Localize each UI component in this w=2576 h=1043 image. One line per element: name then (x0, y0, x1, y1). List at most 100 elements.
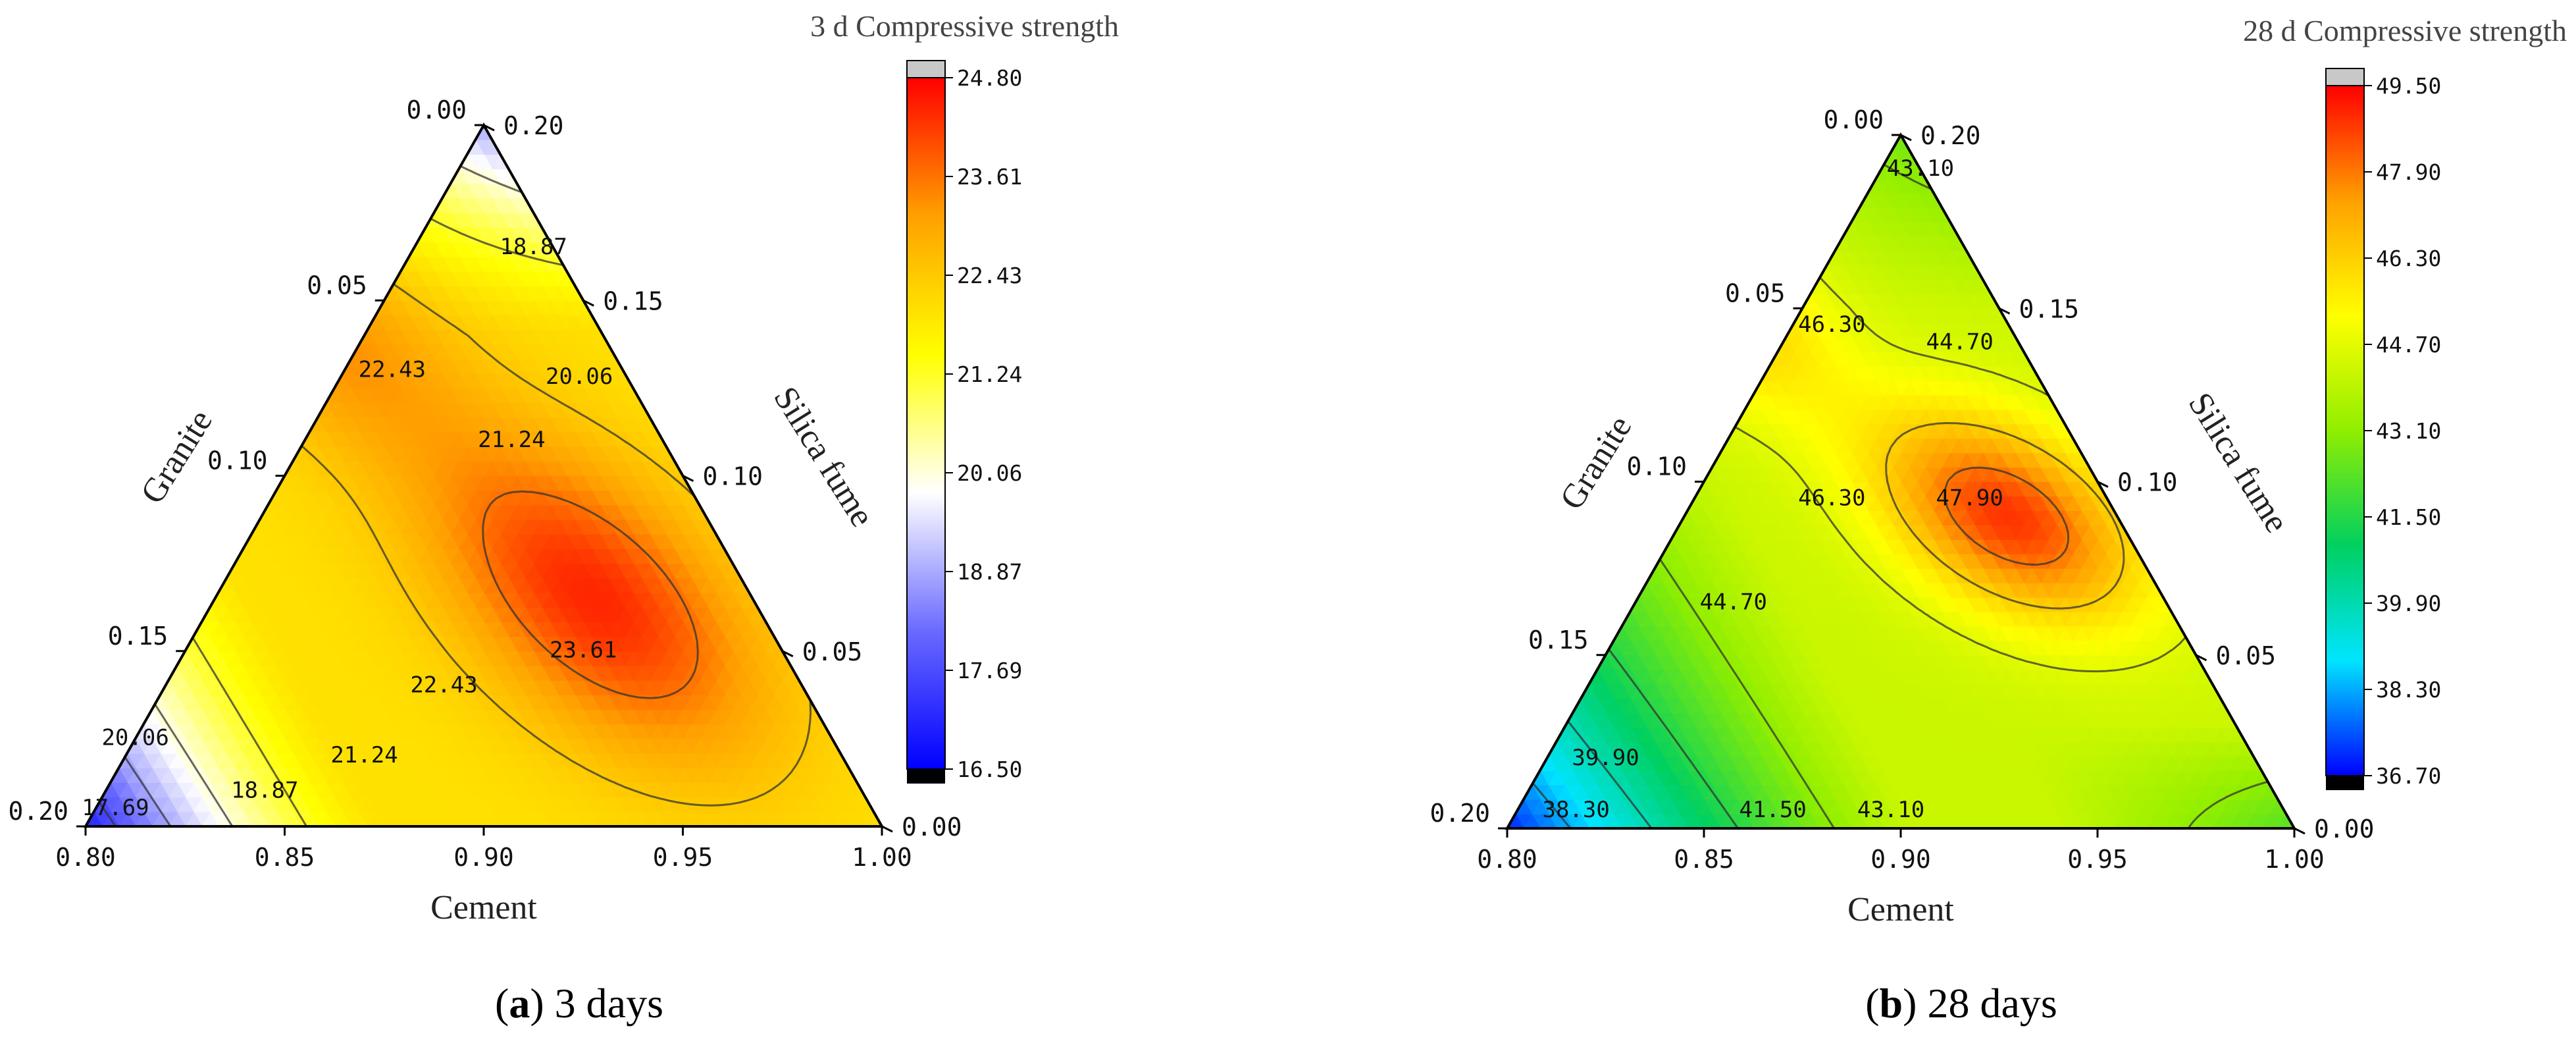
caption-text-28d: 28 days (1917, 980, 2057, 1027)
colorbar-ramp (906, 77, 946, 770)
axis-label-cement-3d: Cement (430, 889, 537, 926)
contour-label: 43.10 (1857, 797, 1924, 823)
tick-label-silica: 0.00 (2314, 815, 2375, 843)
tick-label-cement: 0.90 (1870, 845, 1931, 874)
tick-label-silica: 0.15 (603, 286, 663, 315)
caption-letter-b: b (1880, 980, 1903, 1027)
caption-text-3d: 3 days (544, 980, 663, 1027)
tick-label-cement: 0.85 (255, 843, 315, 872)
colorbar-tick-label: 17.69 (957, 658, 1022, 683)
colorbar-28d: 49.50 47.90 46.30 44.70 43.10 41.50 39.90 38.30… (2325, 68, 2441, 790)
colorbar-tick-label: 44.70 (2376, 332, 2441, 358)
tick-label-granite: 0.10 (207, 446, 268, 475)
contour-label: 46.30 (1798, 311, 1865, 338)
tick-mark (582, 299, 594, 307)
contour-label: 22.43 (359, 356, 426, 383)
contour-label: 41.50 (1739, 797, 1806, 823)
tick-label-silica: 0.00 (902, 813, 962, 842)
colorbar-tick-label: 22.43 (957, 263, 1022, 288)
contour-label: 18.87 (231, 777, 298, 803)
caption-letter-a: a (509, 980, 530, 1027)
caption-28d: (b) 28 days (1865, 980, 2057, 1027)
panel-3d: 0.80 0.85 0.90 0.95 1.00 0.20 0.15 0.10 0.05 0.00… (8, 9, 1119, 1027)
colorbar-tick-label: 23.61 (957, 164, 1022, 190)
contour-label: 21.24 (330, 742, 398, 768)
tick-label-granite: 0.20 (8, 797, 68, 826)
colorbar-tick-label: 21.24 (957, 361, 1022, 387)
tick-label-granite: 0.05 (1725, 279, 1786, 308)
axis-label-cement-28d: Cement (1847, 891, 1954, 928)
contour-label: 17.69 (82, 795, 149, 821)
tick-mark (483, 124, 495, 132)
colorbar-3d: 24.80 23.61 22.43 21.24 20.06 18.87 17.69 16.50 (906, 60, 1022, 784)
colorbar-tick-label: 20.06 (957, 460, 1022, 486)
contour-label: 44.70 (1700, 589, 1767, 615)
contour-line (154, 165, 523, 826)
contour-label: 39.90 (1572, 745, 1639, 771)
chart-title-3d: 3 d Compressive strength (810, 9, 1119, 43)
tick-label-silica: 0.10 (703, 462, 763, 491)
colorbar-underflow-cap (2326, 776, 2364, 790)
tick-label-granite: 0.10 (1626, 452, 1687, 481)
colorbar-tick-label: 16.50 (957, 757, 1022, 782)
tick-label-silica: 0.15 (2019, 294, 2080, 323)
contour-label: 44.70 (1926, 329, 1994, 355)
colorbar-tick-label: 24.80 (957, 65, 1022, 91)
contour-line (301, 283, 812, 807)
heatmap-field-28d (1507, 135, 2294, 828)
tick-label-granite: 0.00 (1823, 105, 1884, 134)
contour-label: 47.90 (1936, 485, 2003, 511)
tick-mark (881, 825, 893, 833)
tick-label-cement: 1.00 (852, 843, 912, 872)
colorbar-ramp (2325, 85, 2365, 776)
contour-label: 23.61 (550, 637, 617, 663)
colorbar-tick-label: 46.30 (2376, 246, 2441, 271)
tick-label-granite: 0.15 (108, 622, 168, 651)
tick-mark (682, 475, 694, 482)
contour-label: 21.24 (478, 427, 545, 453)
tick-label-cement: 0.95 (653, 843, 713, 872)
colorbar-tick-label: 49.50 (2376, 73, 2441, 99)
heatmap-field-3d (86, 125, 882, 826)
tick-label-silica: 0.05 (802, 637, 863, 666)
tick-label-cement: 0.80 (1477, 845, 1537, 874)
tick-label-silica: 0.20 (503, 111, 564, 140)
contour-label: 18.87 (500, 234, 567, 260)
contour-label: 22.43 (410, 672, 477, 699)
colorbar-tick-label: 18.87 (957, 559, 1022, 585)
caption-3d: (a) 3 days (495, 980, 663, 1027)
panel-28d: 0.80 0.85 0.90 0.95 1.00 0.20 0.15 0.10 0.05 0.00… (1430, 14, 2567, 1027)
axis-label-silica-fume-28d: Silica fume (2181, 387, 2296, 539)
colorbar-tick-label: 39.90 (2376, 591, 2441, 616)
contour-line (192, 217, 564, 826)
tick-label-granite: 0.15 (1528, 626, 1589, 655)
tick-label-cement: 0.90 (453, 843, 514, 872)
colorbar-tick-label: 47.90 (2376, 159, 2441, 185)
colorbar-overflow-cap (2325, 68, 2365, 86)
contour-label: 38.30 (1542, 797, 1609, 823)
tick-label-cement: 0.85 (1674, 845, 1734, 874)
tick-label-cement: 1.00 (2264, 845, 2325, 874)
axis-label-silica-fume-3d: Silica fume (766, 381, 881, 533)
tick-label-silica: 0.05 (2216, 641, 2277, 670)
colorbar-tick-label: 41.50 (2376, 504, 2441, 530)
tick-label-cement: 0.95 (2067, 845, 2128, 874)
chart-title-28d: 28 d Compressive strength (2243, 14, 2567, 47)
tick-label-granite: 0.20 (1430, 799, 1490, 828)
tick-label-silica: 0.20 (1920, 121, 1981, 150)
contour-line (482, 490, 699, 699)
colorbar-tick-label: 36.70 (2376, 763, 2441, 789)
tick-label-granite: 0.00 (406, 95, 467, 124)
contour-label: 20.06 (546, 363, 613, 390)
colorbar-tick-label: 43.10 (2376, 418, 2441, 444)
tick-mark (782, 650, 794, 658)
colorbar-overflow-cap (906, 60, 946, 78)
tick-label-granite: 0.05 (307, 271, 367, 300)
contour-label: 20.06 (101, 724, 168, 751)
tick-label-cement: 0.80 (55, 843, 116, 872)
contour-label: 46.30 (1798, 485, 1865, 511)
tick-label-silica: 0.10 (2117, 468, 2178, 497)
colorbar-tick-label: 38.30 (2376, 677, 2441, 703)
colorbar-underflow-cap (907, 769, 945, 784)
